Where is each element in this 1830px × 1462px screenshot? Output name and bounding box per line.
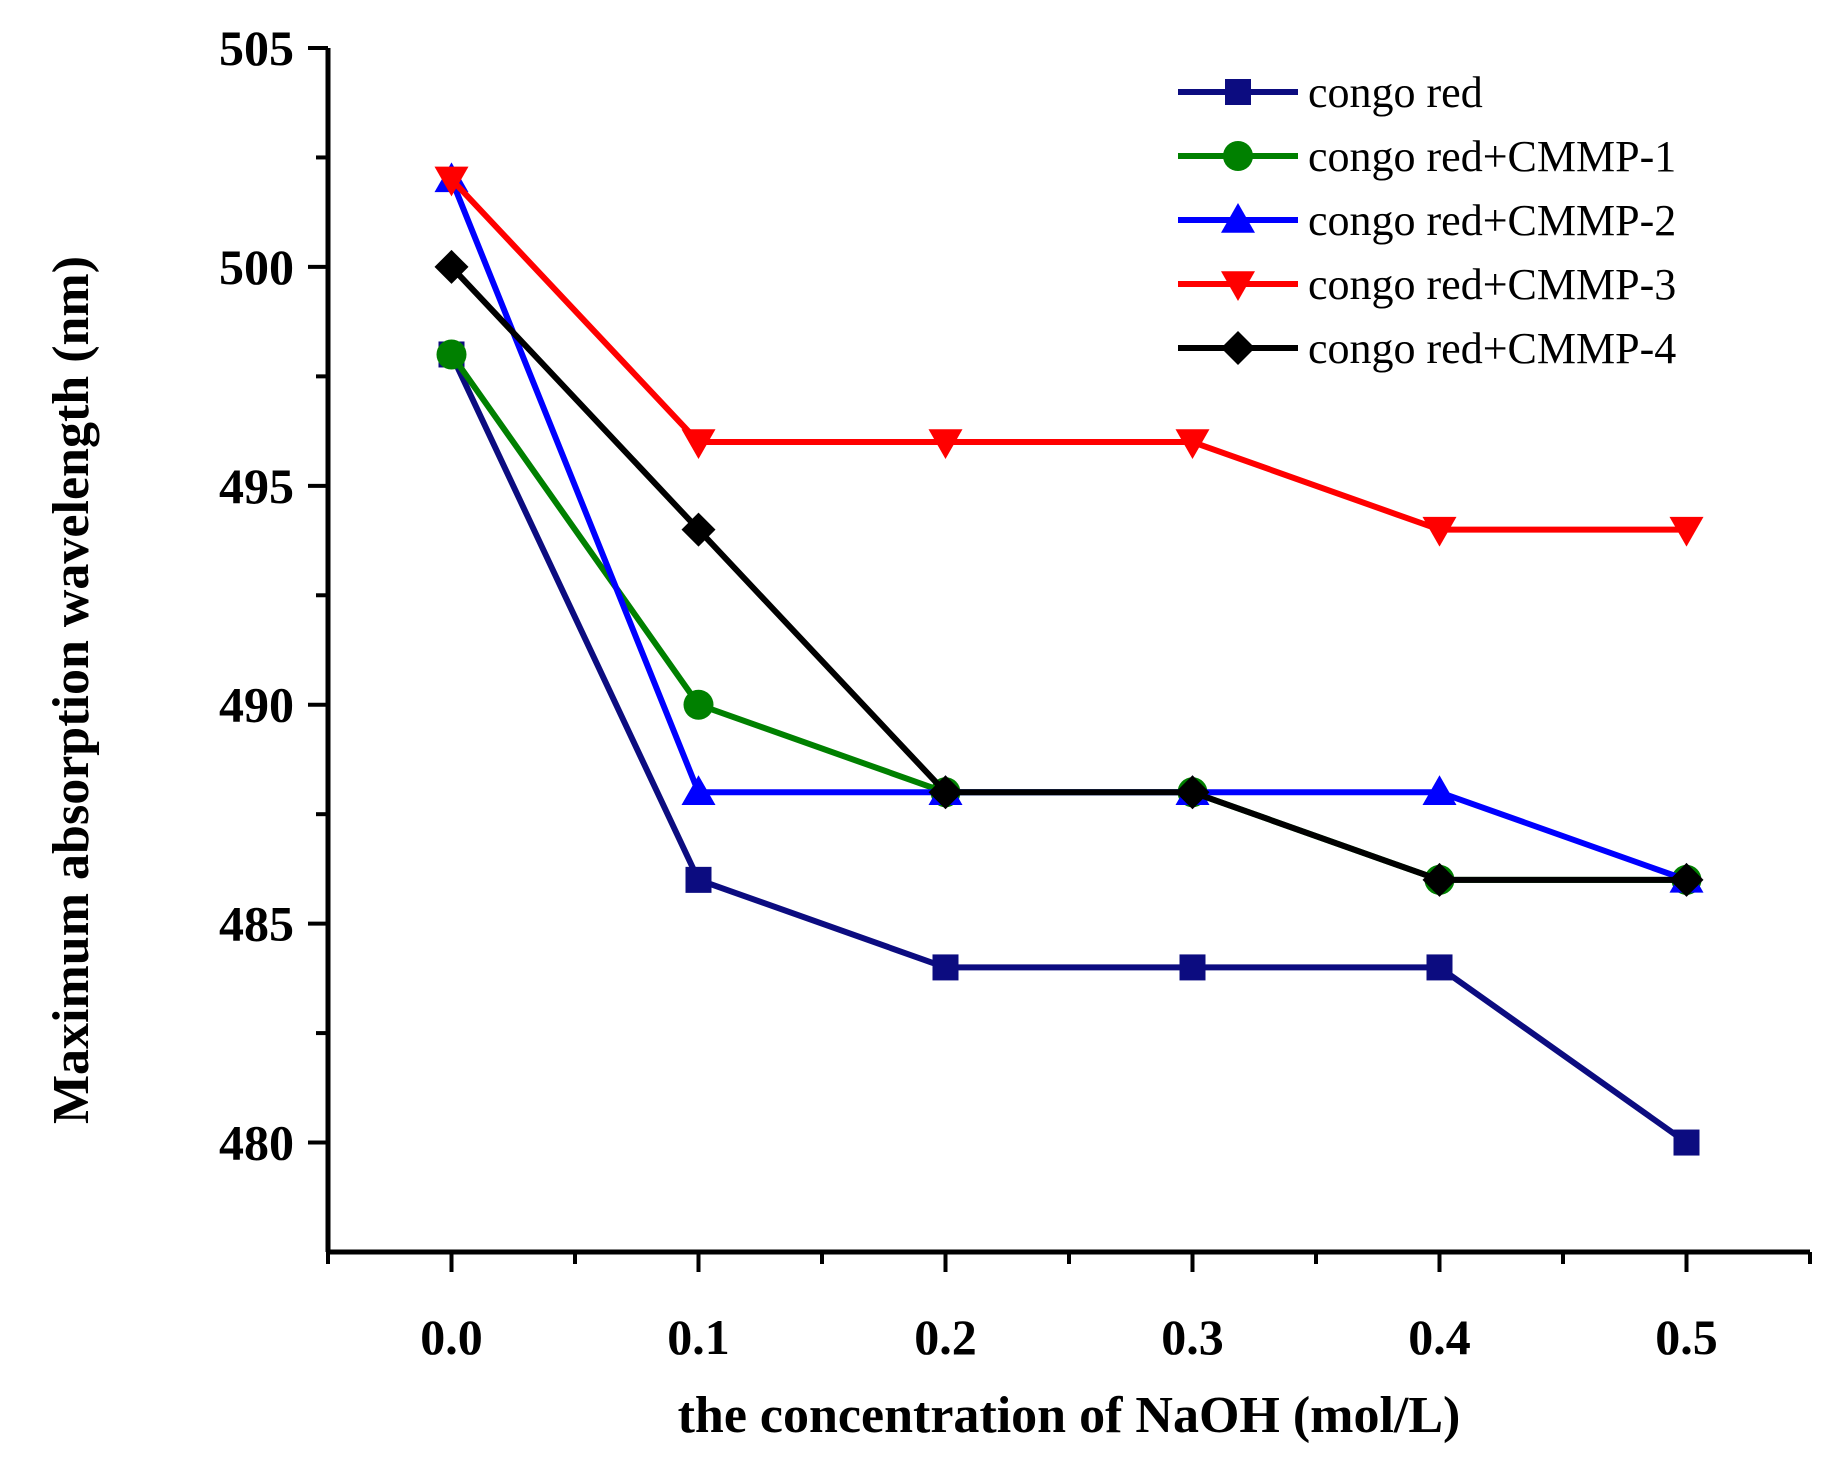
y-tick-label: 500 xyxy=(219,239,294,295)
legend-entry: congo red+CMMP-3 xyxy=(1178,260,1676,309)
legend-label: congo red+CMMP-1 xyxy=(1308,132,1676,181)
data-point xyxy=(928,429,963,460)
series-5 xyxy=(434,249,1704,897)
data-point xyxy=(1669,862,1704,897)
legend-label: congo red xyxy=(1308,68,1483,117)
legend-entry: congo red xyxy=(1178,68,1483,117)
x-axis-title: the concentration of NaOH (mol/L) xyxy=(678,1387,1461,1444)
x-tick-label: 0.2 xyxy=(914,1309,977,1365)
data-point xyxy=(1422,516,1457,547)
data-point xyxy=(1422,775,1457,806)
legend-label: congo red+CMMP-2 xyxy=(1308,196,1676,245)
series-line xyxy=(449,177,1687,533)
legend-marker xyxy=(1221,203,1255,233)
data-point xyxy=(681,775,716,806)
x-tick-label: 0.0 xyxy=(420,1309,483,1365)
legend: congo red congo red+CMMP-1 congo red+CMMP-… xyxy=(1178,68,1676,373)
series-layer xyxy=(434,162,1704,1156)
legend-entry: congo red+CMMP-2 xyxy=(1178,196,1676,245)
legend-entry: congo red+CMMP-1 xyxy=(1178,132,1676,181)
legend-marker xyxy=(1221,271,1255,301)
data-point xyxy=(685,866,712,893)
y-tick-label: 480 xyxy=(219,1115,294,1171)
series-4 xyxy=(434,166,1704,547)
y-tick-label: 485 xyxy=(219,896,294,952)
data-point xyxy=(1175,429,1210,460)
data-point xyxy=(434,249,469,284)
data-point xyxy=(1179,954,1206,981)
data-point xyxy=(928,775,963,810)
data-point xyxy=(932,954,959,981)
data-point xyxy=(1669,516,1704,547)
data-point xyxy=(1673,1129,1700,1156)
series-1 xyxy=(438,341,1700,1156)
series-line xyxy=(449,352,1687,883)
x-tick-label: 0.4 xyxy=(1408,1309,1471,1365)
data-point xyxy=(434,166,469,197)
y-tick-label: 505 xyxy=(219,20,294,76)
legend-marker xyxy=(1223,141,1253,171)
x-tick-label: 0.1 xyxy=(667,1309,730,1365)
data-point xyxy=(436,339,467,370)
x-tick-label: 0.5 xyxy=(1655,1309,1718,1365)
data-point xyxy=(1175,775,1210,810)
legend-label: congo red+CMMP-3 xyxy=(1308,260,1676,309)
series-line xyxy=(448,353,1689,1145)
legend-marker xyxy=(1221,331,1255,365)
x-tick-label: 0.3 xyxy=(1161,1309,1224,1365)
series-line xyxy=(449,264,1687,883)
y-tick-label: 495 xyxy=(219,458,294,514)
data-point xyxy=(1422,862,1457,897)
data-point xyxy=(681,512,716,547)
legend-label: congo red+CMMP-4 xyxy=(1308,324,1676,373)
y-axis-title: Maximum absorption wavelength (nm) xyxy=(43,256,100,1124)
legend-marker xyxy=(1225,79,1251,105)
data-point xyxy=(681,429,716,460)
axes: 480 485 490 495 500 505 0.0 0.1 0.2 0.3 0.4 0.5 xyxy=(219,20,1812,1365)
data-point xyxy=(683,689,714,720)
legend-entry: congo red+CMMP-4 xyxy=(1178,324,1676,373)
y-tick-label: 490 xyxy=(219,677,294,733)
data-point xyxy=(1426,954,1453,981)
